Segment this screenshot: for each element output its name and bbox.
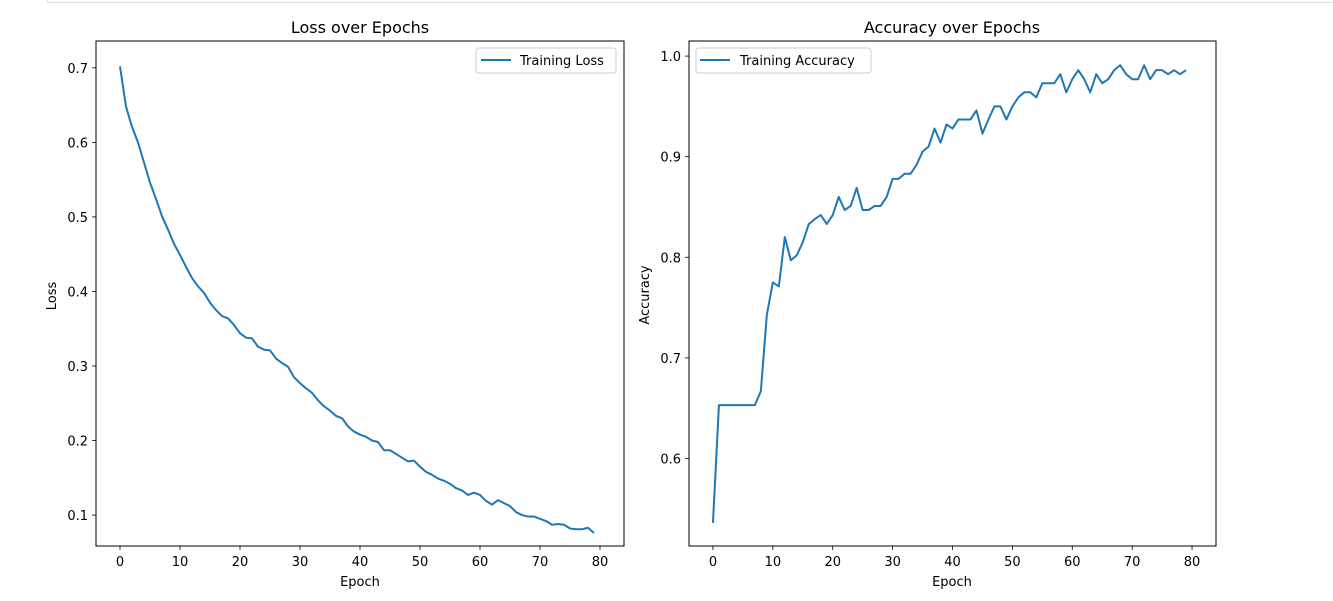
loss-ticks: 0 10 20 30 40 50 60 70 80 0.1 0.2 0.3 0.4 0.5 0.6 0.7 — [67, 62, 608, 570]
accuracy-chart: Accuracy over Epochs Epoch Accuracy 0 10 2… — [638, 18, 1217, 590]
loss-x-tick-label: 30 — [292, 555, 309, 570]
accuracy-y-axis-label: Accuracy — [638, 265, 653, 325]
loss-legend: Training Loss — [475, 47, 617, 74]
loss-y-tick-label: 0.6 — [67, 136, 88, 151]
loss-y-axis-label: Loss — [45, 282, 60, 311]
loss-legend-box — [475, 47, 617, 74]
accuracy-x-tick-label: 20 — [824, 555, 841, 570]
accuracy-x-axis-label: Epoch — [932, 575, 972, 590]
loss-x-tick-label: 0 — [116, 555, 124, 570]
loss-y-tick-label: 0.2 — [67, 435, 88, 450]
accuracy-x-tick-label: 40 — [944, 555, 961, 570]
loss-x-tick-label: 70 — [532, 555, 549, 570]
accuracy-legend-box — [695, 47, 872, 74]
loss-y-tick-label: 0.3 — [67, 360, 88, 375]
accuracy-x-tick-label: 60 — [1064, 555, 1081, 570]
accuracy-y-tick-label: 0.7 — [660, 352, 681, 367]
accuracy-legend-label: Training Accuracy — [739, 54, 855, 69]
accuracy-x-tick-label: 10 — [765, 555, 782, 570]
accuracy-x-tick-label: 0 — [709, 555, 717, 570]
loss-x-tick-label: 50 — [412, 555, 429, 570]
loss-y-tick-label: 0.4 — [67, 285, 88, 300]
accuracy-y-tick-label: 0.6 — [660, 452, 681, 467]
accuracy-x-tick-label: 80 — [1184, 555, 1201, 570]
accuracy-y-tick-label: 0.8 — [660, 251, 681, 266]
loss-y-tick-label: 0.1 — [67, 509, 88, 524]
loss-plot-frame — [95, 40, 625, 547]
loss-series-line — [119, 66, 595, 534]
accuracy-y-tick-label: 0.9 — [660, 151, 681, 166]
loss-x-tick-label: 60 — [472, 555, 489, 570]
loss-x-tick-label: 80 — [592, 555, 609, 570]
accuracy-ticks: 0 10 20 30 40 50 60 70 80 0.6 0.7 0.8 0.9 1.0 — [660, 50, 1200, 570]
accuracy-series-line — [711, 64, 1187, 523]
loss-x-axis-label: Epoch — [340, 575, 380, 590]
accuracy-legend: Training Accuracy — [695, 47, 872, 74]
loss-chart-title: Loss over Epochs — [291, 18, 429, 37]
loss-y-tick-label: 0.7 — [67, 62, 88, 77]
accuracy-x-tick-label: 70 — [1124, 555, 1141, 570]
accuracy-plot-frame — [688, 40, 1217, 547]
accuracy-x-tick-label: 30 — [884, 555, 901, 570]
loss-x-tick-label: 20 — [232, 555, 249, 570]
accuracy-lines — [711, 64, 1187, 523]
loss-y-tick-label: 0.5 — [67, 211, 88, 226]
loss-lines — [119, 66, 595, 534]
top-border — [47, 0, 1333, 3]
accuracy-y-tick-label: 1.0 — [660, 50, 681, 65]
accuracy-chart-title: Accuracy over Epochs — [864, 18, 1040, 37]
loss-chart: Loss over Epochs Epoch Loss 0 10 20 30 40 50 6… — [45, 18, 625, 590]
loss-x-tick-label: 40 — [352, 555, 369, 570]
accuracy-x-tick-label: 50 — [1004, 555, 1021, 570]
loss-x-tick-label: 10 — [172, 555, 189, 570]
loss-legend-label: Training Loss — [519, 54, 604, 69]
